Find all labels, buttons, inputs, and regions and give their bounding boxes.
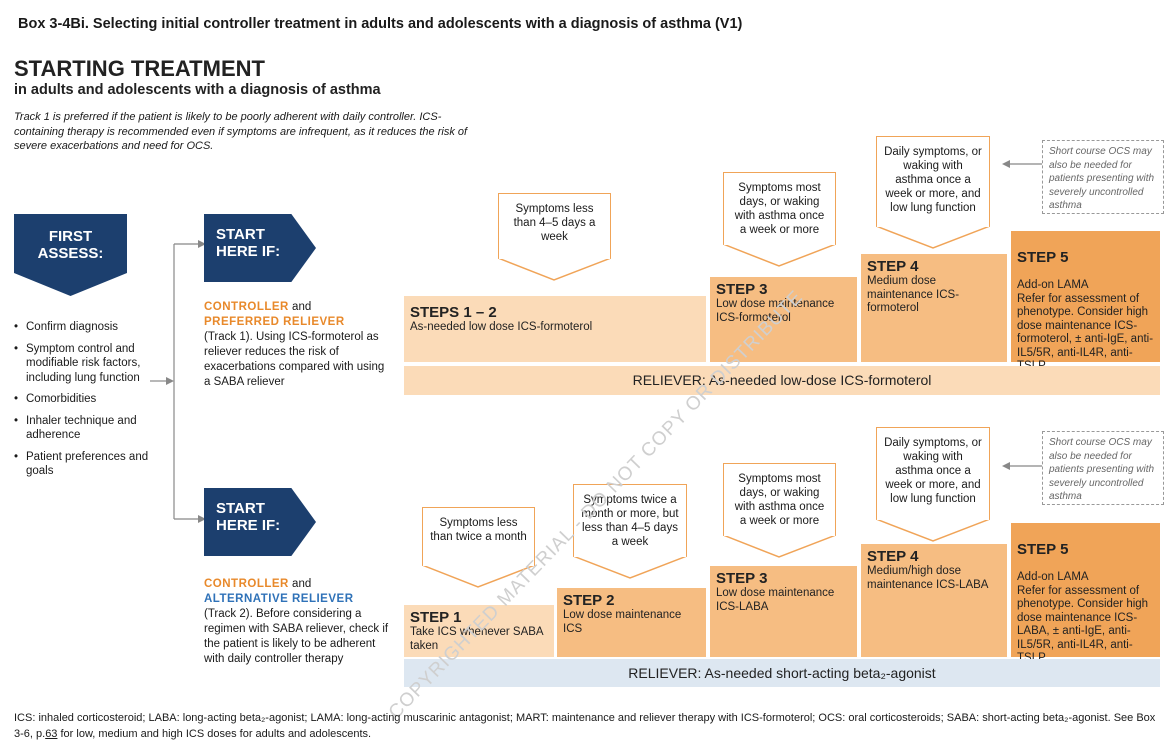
track2-step-5: STEP 5 Add-on LAMA Refer for assessment … bbox=[1011, 523, 1160, 664]
step-text: Low dose maintenance ICS-formoterol bbox=[716, 298, 835, 324]
start-here-track1: START HERE IF: bbox=[204, 214, 316, 282]
branch-connector bbox=[150, 240, 206, 523]
track1-and: and bbox=[288, 301, 312, 313]
step-label: STEP 5 bbox=[1017, 540, 1069, 558]
symptom-text: Symptoms twice a month or more, but less… bbox=[573, 484, 687, 556]
symptom-text: Symptoms most days, or waking with asthm… bbox=[723, 463, 836, 535]
track1-reliever-bar: RELIEVER: As-needed low-dose ICS-formote… bbox=[404, 366, 1160, 395]
callout-arrow bbox=[573, 556, 687, 579]
track2-heading2: ALTERNATIVE RELIEVER bbox=[204, 593, 354, 605]
assess-item: Comorbidities bbox=[14, 392, 164, 407]
symptom-text: Symptoms most days, or waking with asthm… bbox=[723, 172, 836, 244]
track1-ocs-note: Short course OCS may also be needed for … bbox=[1042, 140, 1164, 214]
first-assess-line1: FIRST bbox=[48, 228, 93, 245]
sub-title: in adults and adolescents with a diagnos… bbox=[14, 82, 381, 98]
track1-symptom-callout-1: Symptoms less than 4–5 days a week bbox=[498, 193, 611, 282]
callout-arrow bbox=[498, 258, 611, 281]
track2-symptom-callout-3: Symptoms most days, or waking with asthm… bbox=[723, 463, 836, 559]
track1-symptom-callout-2: Symptoms most days, or waking with asthm… bbox=[723, 172, 836, 268]
assess-list: Confirm diagnosis Symptom control and mo… bbox=[14, 320, 164, 486]
step-text: As-needed low dose ICS-formoterol bbox=[410, 321, 593, 333]
step-text: Low dose maintenance ICS-LABA bbox=[716, 587, 835, 613]
callout-arrow bbox=[876, 519, 990, 542]
step-label: STEPS 1 – 2 bbox=[410, 304, 497, 321]
track2-step-1: STEP 1 Take ICS whenever SABA taken bbox=[404, 605, 554, 657]
ocs-arrow-icon bbox=[1002, 160, 1042, 168]
footer-text-end: for low, medium and high ICS doses for a… bbox=[57, 728, 372, 740]
symptom-text: Daily symptoms, or waking with asthma on… bbox=[876, 136, 990, 226]
step-text: Take ICS whenever SABA taken bbox=[410, 626, 543, 652]
step-label: STEP 3 bbox=[716, 281, 768, 298]
callout-arrow bbox=[422, 565, 535, 588]
callout-arrow bbox=[876, 226, 990, 249]
track2-step-4: STEP 4 Medium/high dose maintenance ICS-… bbox=[861, 544, 1007, 657]
step-label: STEP 1 bbox=[410, 609, 462, 626]
track1-symptom-callout-3: Daily symptoms, or waking with asthma on… bbox=[876, 136, 990, 250]
step-label: STEP 2 bbox=[563, 592, 615, 609]
step-text: Medium/high dose maintenance ICS-LABA bbox=[867, 565, 989, 591]
assess-item: Confirm diagnosis bbox=[14, 320, 164, 335]
track2-ocs-note: Short course OCS may also be needed for … bbox=[1042, 431, 1164, 505]
step-text: Add-on LAMA Refer for assessment of phen… bbox=[1017, 279, 1154, 372]
track2-step-2: STEP 2 Low dose maintenance ICS bbox=[557, 588, 706, 657]
track1-description: CONTROLLER and PREFERRED RELIEVER (Track… bbox=[204, 300, 389, 390]
box-title: Box 3-4Bi. Selecting initial controller … bbox=[18, 16, 743, 32]
callout-arrow bbox=[723, 244, 836, 267]
step-text: Add-on LAMA Refer for assessment of phen… bbox=[1017, 571, 1149, 664]
track1-step-5: STEP 5 Add-on LAMA Refer for assessment … bbox=[1011, 231, 1160, 372]
symptom-text: Symptoms less than 4–5 days a week bbox=[498, 193, 611, 258]
start-here-line1: START bbox=[216, 500, 265, 517]
track1-text: (Track 1). Using ICS-formoterol as relie… bbox=[204, 331, 385, 388]
assess-item: Inhaler technique and adherence bbox=[14, 414, 164, 443]
track2-heading1: CONTROLLER bbox=[204, 578, 289, 590]
track2-symptom-callout-4: Daily symptoms, or waking with asthma on… bbox=[876, 427, 990, 543]
step-label: STEP 4 bbox=[867, 548, 919, 565]
assess-item: Symptom control and modifiable risk fact… bbox=[14, 342, 164, 386]
step-text: Low dose maintenance ICS bbox=[563, 609, 682, 635]
step-label: STEP 5 bbox=[1017, 248, 1069, 266]
first-assess-badge: FIRST ASSESS: bbox=[14, 214, 127, 296]
footer-abbreviations: ICS: inhaled corticosteroid; LABA: long-… bbox=[14, 710, 1164, 742]
main-title: STARTING TREATMENT bbox=[14, 56, 265, 81]
track2-symptom-callout-2: Symptoms twice a month or more, but less… bbox=[573, 484, 687, 580]
start-here-track2: START HERE IF: bbox=[204, 488, 316, 556]
assess-item: Patient preferences and goals bbox=[14, 450, 164, 479]
first-assess-line2: ASSESS: bbox=[37, 245, 104, 262]
step-text: Medium dose maintenance ICS-formoterol bbox=[867, 275, 960, 314]
page-link[interactable]: 63 bbox=[45, 728, 58, 740]
track1-heading1: CONTROLLER bbox=[204, 301, 289, 313]
start-here-line1: START bbox=[216, 226, 265, 243]
track1-step-1-2: STEPS 1 – 2 As-needed low dose ICS-formo… bbox=[404, 296, 706, 362]
symptom-text: Symptoms less than twice a month bbox=[422, 507, 535, 565]
track1-step-3: STEP 3 Low dose maintenance ICS-formoter… bbox=[710, 277, 857, 362]
step-label: STEP 4 bbox=[867, 258, 919, 275]
track2-text: (Track 2). Before considering a regimen … bbox=[204, 608, 389, 665]
start-here-line2: HERE IF: bbox=[216, 517, 281, 534]
footer-text: ICS: inhaled corticosteroid; LABA: long-… bbox=[14, 712, 1156, 740]
start-here-line2: HERE IF: bbox=[216, 243, 281, 260]
track2-step-3: STEP 3 Low dose maintenance ICS-LABA bbox=[710, 566, 857, 657]
step-label: STEP 3 bbox=[716, 570, 768, 587]
ocs-arrow-icon bbox=[1002, 462, 1042, 470]
track1-heading2: PREFERRED RELIEVER bbox=[204, 316, 345, 328]
track2-symptom-callout-1: Symptoms less than twice a month bbox=[422, 507, 535, 589]
track2-description: CONTROLLER and ALTERNATIVE RELIEVER (Tra… bbox=[204, 577, 389, 667]
track2-reliever-bar: RELIEVER: As-needed short-acting beta₂-a… bbox=[404, 659, 1160, 687]
track1-step-4: STEP 4 Medium dose maintenance ICS-formo… bbox=[861, 254, 1007, 362]
track-preference-note: Track 1 is preferred if the patient is l… bbox=[14, 111, 468, 152]
symptom-text: Daily symptoms, or waking with asthma on… bbox=[876, 427, 990, 519]
track2-and: and bbox=[288, 578, 312, 590]
callout-arrow bbox=[723, 535, 836, 558]
